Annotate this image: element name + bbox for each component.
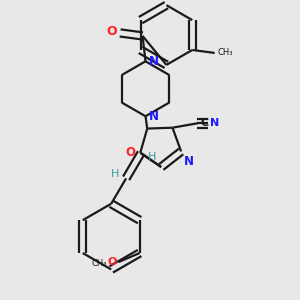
Text: CH₃: CH₃	[217, 49, 232, 58]
Text: H: H	[111, 169, 119, 179]
Text: H: H	[148, 152, 157, 163]
Text: C: C	[200, 118, 208, 128]
Text: O: O	[106, 25, 117, 38]
Text: N: N	[149, 55, 159, 68]
Text: CH₃: CH₃	[92, 259, 107, 268]
Text: O: O	[108, 257, 117, 267]
Text: O: O	[126, 146, 136, 159]
Text: N: N	[184, 155, 194, 168]
Text: N: N	[210, 118, 220, 128]
Text: N: N	[149, 110, 159, 123]
